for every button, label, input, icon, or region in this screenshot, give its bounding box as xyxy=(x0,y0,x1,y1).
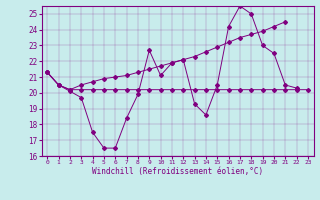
X-axis label: Windchill (Refroidissement éolien,°C): Windchill (Refroidissement éolien,°C) xyxy=(92,167,263,176)
